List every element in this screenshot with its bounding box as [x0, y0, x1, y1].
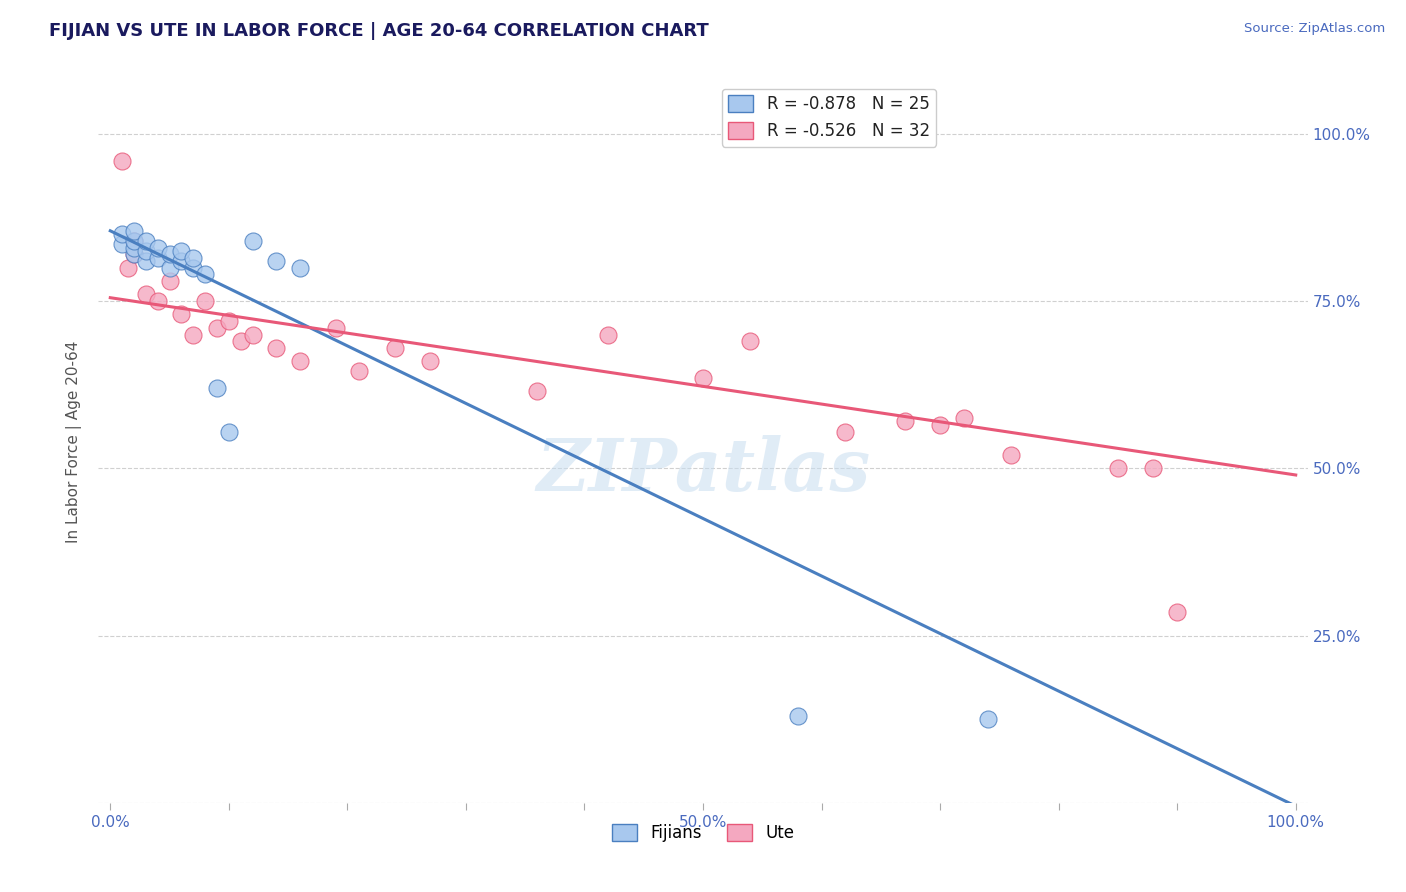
Point: [288, 260, 311, 275]
Point: [146, 251, 169, 265]
Point: [146, 241, 169, 255]
Point: [135, 234, 157, 248]
Point: [952, 411, 974, 425]
Point: [1107, 461, 1129, 475]
Point: [325, 321, 347, 335]
Point: [1142, 461, 1164, 475]
Point: [170, 254, 193, 268]
Point: [893, 414, 915, 429]
Point: [111, 237, 134, 252]
Point: [929, 417, 952, 432]
Point: [170, 244, 193, 258]
Text: FIJIAN VS UTE IN LABOR FORCE | AGE 20-64 CORRELATION CHART: FIJIAN VS UTE IN LABOR FORCE | AGE 20-64…: [49, 22, 709, 40]
Point: [122, 247, 145, 261]
Point: [159, 274, 181, 288]
Point: [135, 254, 157, 268]
Point: [1000, 448, 1022, 462]
Text: ZIPatlas: ZIPatlas: [536, 435, 870, 506]
Point: [170, 307, 193, 322]
Point: [122, 234, 145, 248]
Point: [146, 294, 169, 309]
Point: [122, 224, 145, 238]
Point: [194, 294, 217, 309]
Y-axis label: In Labor Force | Age 20-64: In Labor Force | Age 20-64: [66, 341, 83, 542]
Point: [135, 244, 157, 258]
Point: [218, 425, 240, 439]
Point: [834, 425, 856, 439]
Point: [159, 260, 181, 275]
Point: [598, 327, 620, 342]
Point: [347, 364, 370, 378]
Text: Source: ZipAtlas.com: Source: ZipAtlas.com: [1244, 22, 1385, 36]
Point: [218, 314, 240, 328]
Point: [1166, 605, 1188, 619]
Point: [692, 371, 714, 385]
Point: [419, 354, 441, 368]
Point: [740, 334, 762, 349]
Point: [229, 334, 252, 349]
Point: [117, 260, 139, 275]
Point: [159, 247, 181, 261]
Point: [264, 341, 287, 355]
Point: [111, 227, 134, 242]
Point: [135, 287, 157, 301]
Point: [111, 153, 134, 168]
Point: [384, 341, 406, 355]
Point: [122, 247, 145, 261]
Point: [122, 234, 145, 248]
Point: [288, 354, 311, 368]
Point: [242, 327, 264, 342]
Point: [205, 381, 228, 395]
Point: [122, 241, 145, 255]
Point: [181, 251, 204, 265]
Point: [181, 327, 204, 342]
Point: [786, 708, 808, 723]
Legend: Fijians, Ute: Fijians, Ute: [605, 817, 801, 848]
Point: [526, 384, 548, 399]
Point: [976, 712, 998, 726]
Point: [242, 234, 264, 248]
Point: [205, 321, 228, 335]
Point: [181, 260, 204, 275]
Point: [264, 254, 287, 268]
Point: [194, 268, 217, 282]
